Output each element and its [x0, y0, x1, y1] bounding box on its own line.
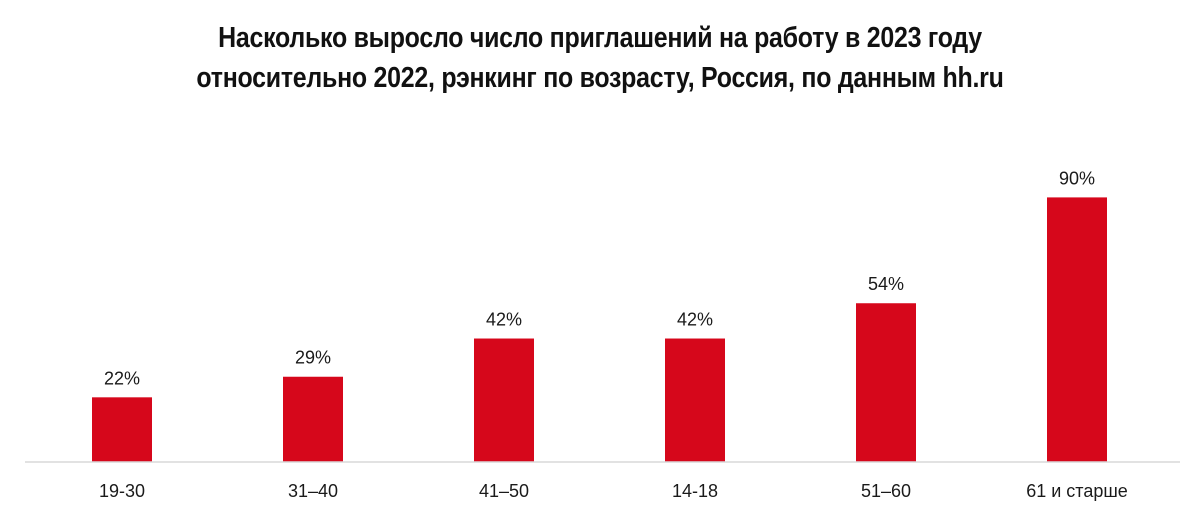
x-tick-label-5: 51–60 [861, 481, 911, 501]
x-tick-label-3: 41–50 [479, 481, 529, 501]
bar-2 [283, 376, 343, 462]
data-label-5: 54% [868, 274, 904, 294]
bar-6 [1047, 197, 1107, 462]
data-label-4: 42% [677, 310, 713, 330]
x-tick-label-6: 61 и старше [1026, 481, 1128, 501]
bars-group [92, 197, 1107, 462]
data-label-2: 29% [295, 348, 331, 368]
bar-3 [474, 338, 534, 462]
data-label-6: 90% [1059, 168, 1095, 188]
x-tick-label-2: 31–40 [288, 481, 338, 501]
data-labels-group: 22% 29% 42% 42% 54% 90% [104, 168, 1095, 388]
x-tick-label-4: 14-18 [672, 481, 718, 501]
x-tick-label-1: 19-30 [99, 481, 145, 501]
bar-1 [92, 397, 152, 462]
bar-5 [856, 303, 916, 462]
data-label-1: 22% [104, 368, 140, 388]
data-label-3: 42% [486, 310, 522, 330]
bar-4 [665, 338, 725, 462]
chart-title: Насколько выросло число приглашений на р… [196, 22, 1004, 94]
x-tick-labels-group: 19-30 31–40 41–50 14-18 51–60 61 и старше [99, 481, 1128, 501]
